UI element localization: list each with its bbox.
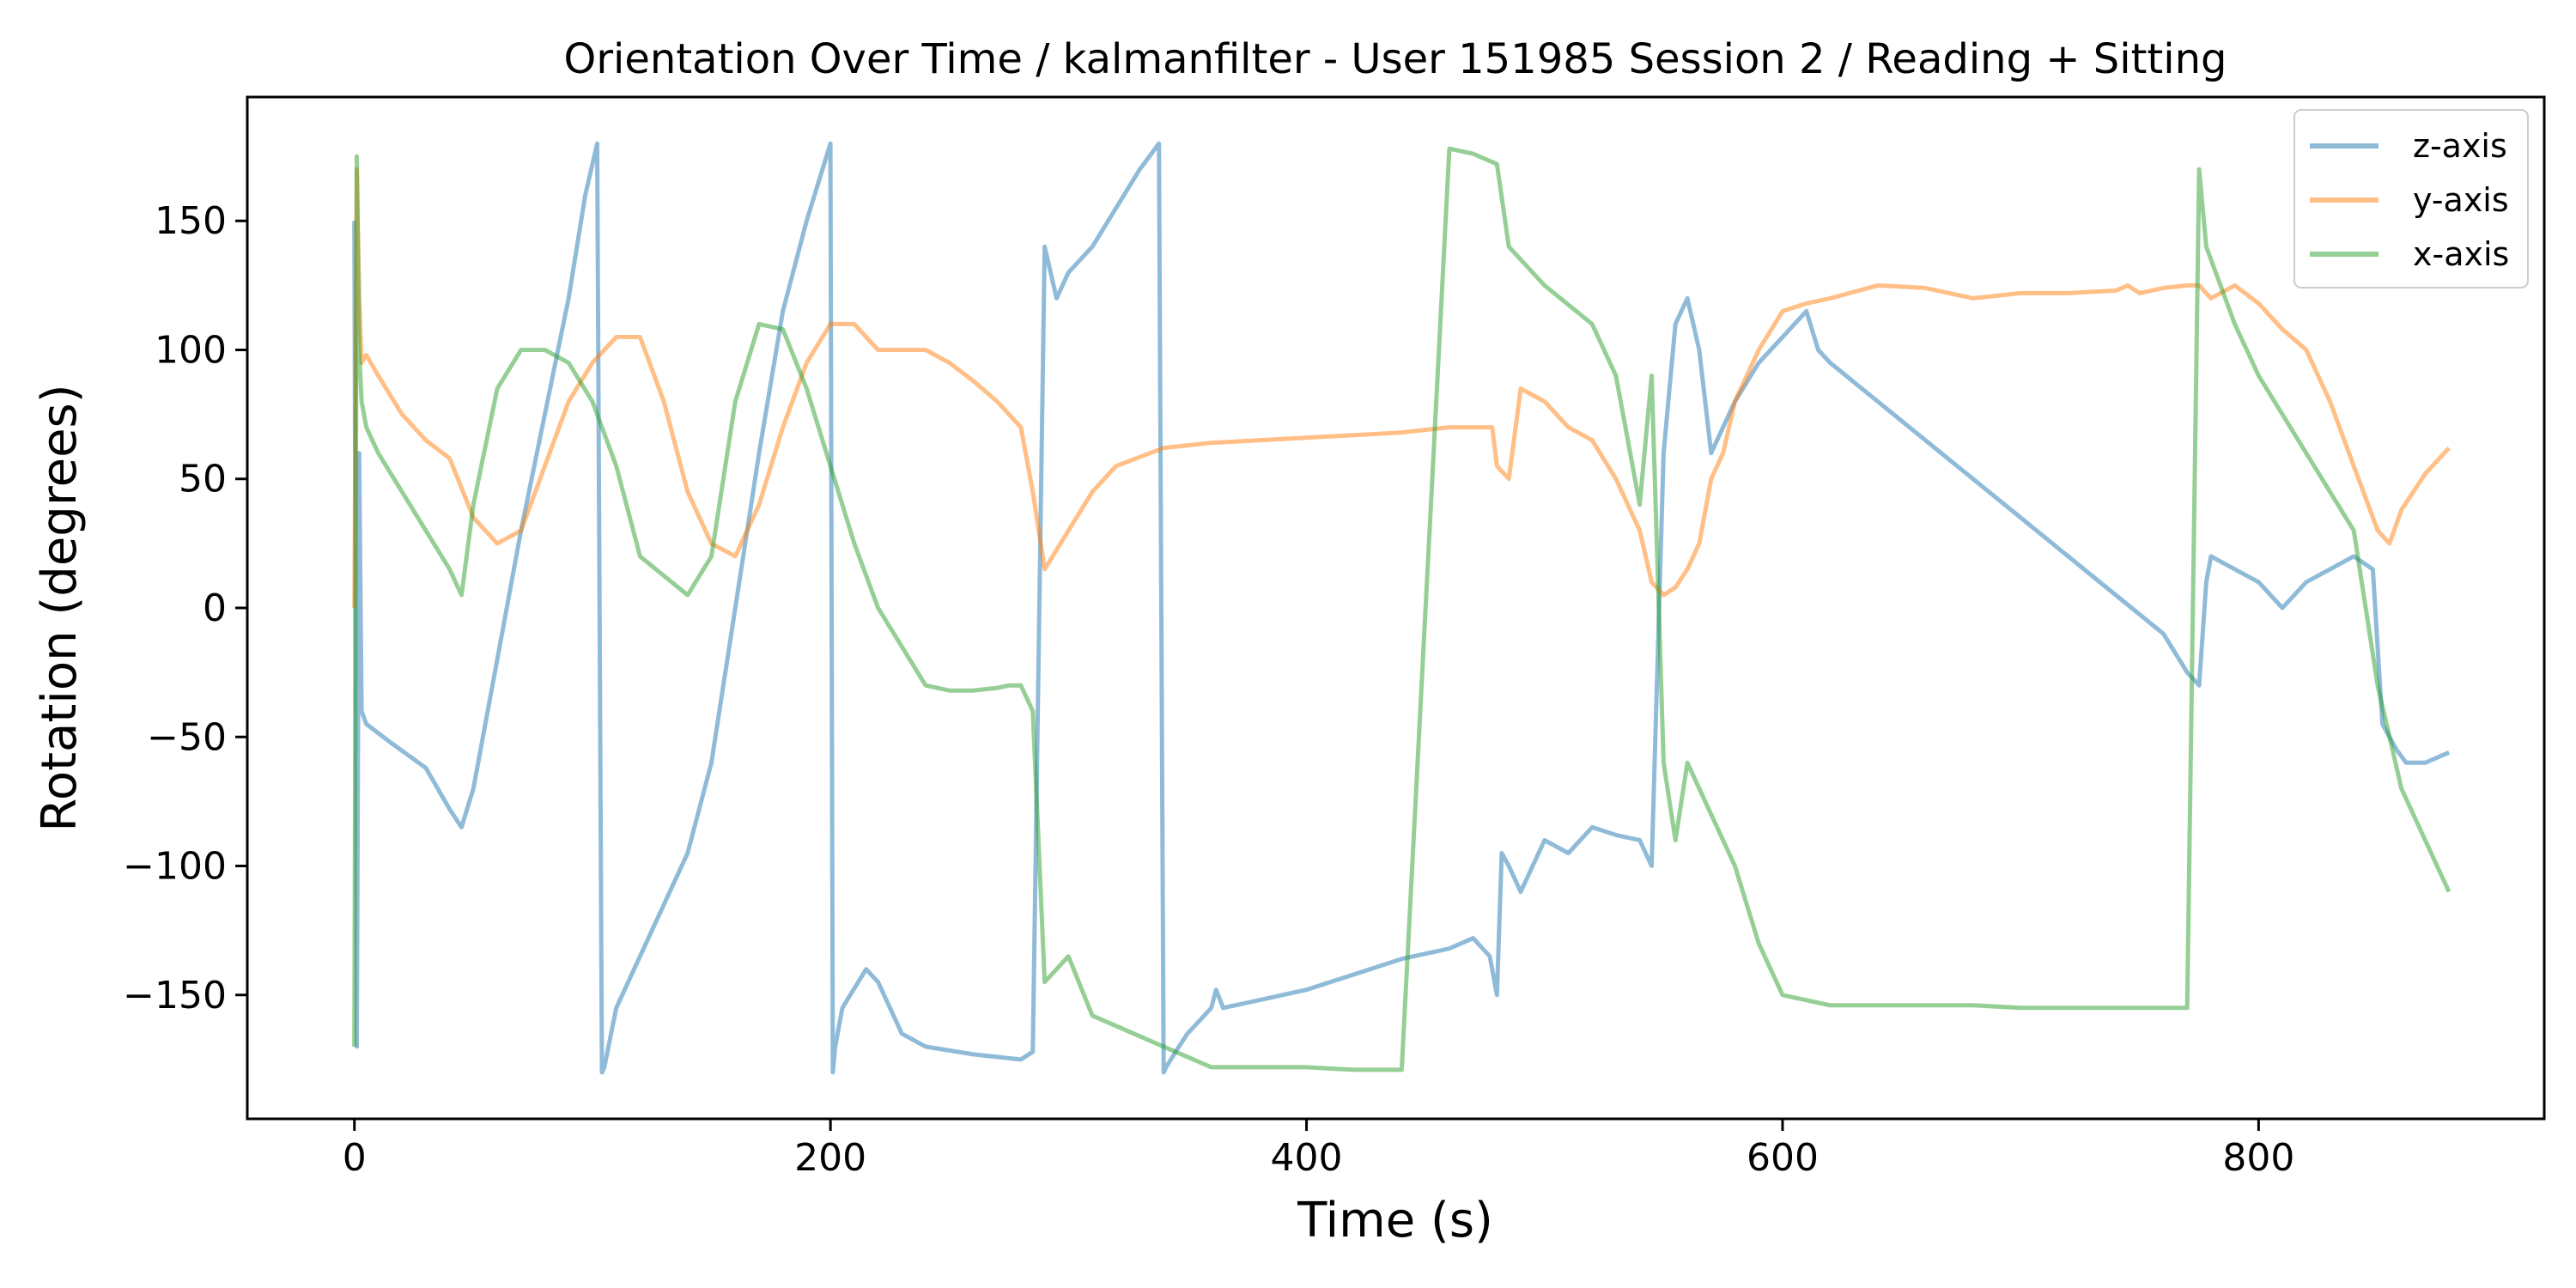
y-tick-label: 0 [203,586,227,630]
y-axis-ticks: −150 −100 −50 0 50 100 150 [123,199,247,1018]
y-tick-label: −150 [123,974,227,1018]
x-axis-ticks: 0 200 400 600 800 [343,1119,2294,1180]
plot-area [246,95,2546,1121]
series-line-x-axis [352,146,2451,1072]
x-tick-label: 800 [2222,1136,2294,1180]
y-tick-label: 150 [155,199,227,243]
y-tick-label: −100 [123,845,227,889]
series-line-y-axis [352,167,2451,609]
x-axis-label: Time (s) [1297,1193,1493,1249]
x-tick-label: 200 [794,1136,866,1180]
legend-label: x-axis [2413,235,2509,273]
legend-label: z-axis [2413,127,2507,165]
series-line-z-axis [352,141,2451,1075]
y-tick-label: −50 [147,715,227,759]
y-tick-label: 100 [155,328,227,372]
series-layer [352,141,2451,1075]
legend: z-axis y-axis x-axis [2293,109,2529,289]
x-tick-label: 600 [1747,1136,1819,1180]
x-tick-label: 0 [343,1136,367,1180]
y-tick-label: 50 [179,458,227,501]
x-tick-label: 400 [1271,1136,1343,1180]
chart-title: Orientation Over Time / kalmanfilter - U… [564,35,2227,83]
y-axis-label: Rotation (degrees) [32,384,88,831]
legend-box [2293,109,2529,289]
legend-label: y-axis [2413,181,2509,219]
